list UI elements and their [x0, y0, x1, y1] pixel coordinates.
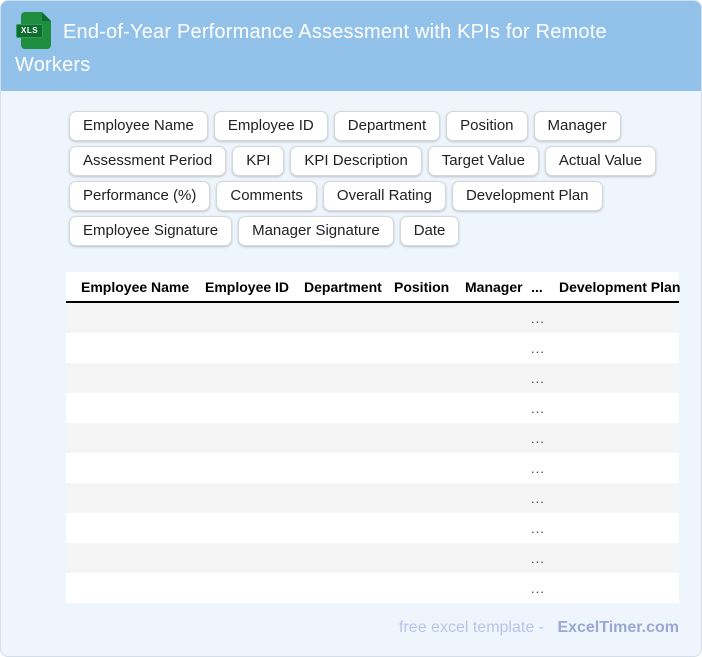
chip-performance[interactable]: Performance (%)	[69, 181, 211, 211]
column-header-department: Department	[304, 278, 382, 295]
chip-development-plan[interactable]: Development Plan	[451, 181, 603, 211]
row-ellipsis: ...	[531, 340, 545, 356]
xls-file-icon: XLS	[16, 12, 51, 49]
page-title: XLS End-of-Year Performance Assessment wi…	[15, 12, 661, 81]
table-row: ...	[66, 453, 679, 483]
row-ellipsis: ...	[531, 370, 545, 386]
header: XLS End-of-Year Performance Assessment wi…	[1, 1, 701, 91]
chip-position[interactable]: Position	[446, 111, 528, 141]
table-row: ...	[66, 423, 679, 453]
chip-comments[interactable]: Comments	[216, 181, 317, 211]
row-ellipsis: ...	[531, 490, 545, 506]
row-ellipsis: ...	[531, 580, 545, 596]
chip-actual-value[interactable]: Actual Value	[544, 146, 657, 176]
table-row: ...	[66, 303, 679, 333]
page-title-text: End-of-Year Performance Assessment with …	[15, 21, 607, 76]
chip-kpi[interactable]: KPI	[232, 146, 285, 176]
chip-manager-signature[interactable]: Manager Signature	[238, 216, 394, 246]
row-ellipsis: ...	[531, 430, 545, 446]
column-chips: Employee Name Employee ID Department Positi…	[69, 111, 701, 246]
table-row: ...	[66, 573, 679, 603]
column-header-manager: Manager	[465, 278, 523, 295]
column-header-development-plan: Development Plan	[559, 278, 681, 295]
table-row: ...	[66, 513, 679, 543]
table-row: ...	[66, 333, 679, 363]
table-header-row: Employee Name Employee ID Department Positi…	[66, 272, 681, 303]
chip-overall-rating[interactable]: Overall Rating	[322, 181, 446, 211]
row-ellipsis: ...	[531, 520, 545, 536]
chip-assessment-period[interactable]: Assessment Period	[69, 146, 227, 176]
chip-department[interactable]: Department	[333, 111, 441, 141]
column-header-employee-id: Employee ID	[205, 278, 290, 295]
column-header-position: Position	[394, 278, 450, 295]
chip-row: Assessment Period KPI KPI Description Targe…	[69, 146, 701, 176]
chip-date[interactable]: Date	[399, 216, 460, 246]
table-row: ...	[66, 393, 679, 423]
xls-badge-label: XLS	[16, 24, 44, 38]
chip-manager[interactable]: Manager	[533, 111, 621, 141]
row-ellipsis: ...	[531, 460, 545, 476]
footer: free excel template - ExcelTimer.com	[66, 619, 679, 637]
table-body: ..............................	[66, 303, 679, 603]
table-row: ...	[66, 543, 679, 573]
chip-row: Employee Name Employee ID Department Positi…	[69, 111, 701, 141]
row-ellipsis: ...	[531, 310, 545, 326]
chip-target-value[interactable]: Target Value	[427, 146, 539, 176]
column-header-employee-name: Employee Name	[81, 278, 190, 295]
footer-text: free excel template -	[399, 619, 544, 636]
chip-kpi-description[interactable]: KPI Description	[290, 146, 422, 176]
row-ellipsis: ...	[531, 400, 545, 416]
chip-employee-signature[interactable]: Employee Signature	[69, 216, 233, 246]
row-ellipsis: ...	[531, 550, 545, 566]
chip-employee-id[interactable]: Employee ID	[213, 111, 328, 141]
spreadsheet-preview-table: Employee Name Employee ID Department Positi…	[66, 272, 681, 603]
chip-employee-name[interactable]: Employee Name	[69, 111, 208, 141]
footer-brand-link[interactable]: ExcelTimer.com	[557, 619, 679, 636]
table-row: ...	[66, 363, 679, 393]
chip-row: Employee Signature Manager Signature Date	[69, 216, 701, 246]
table-row: ...	[66, 483, 679, 513]
chip-row: Performance (%) Comments Overall Rating Dev…	[69, 181, 701, 211]
column-header-ellipsis: ...	[531, 278, 543, 295]
